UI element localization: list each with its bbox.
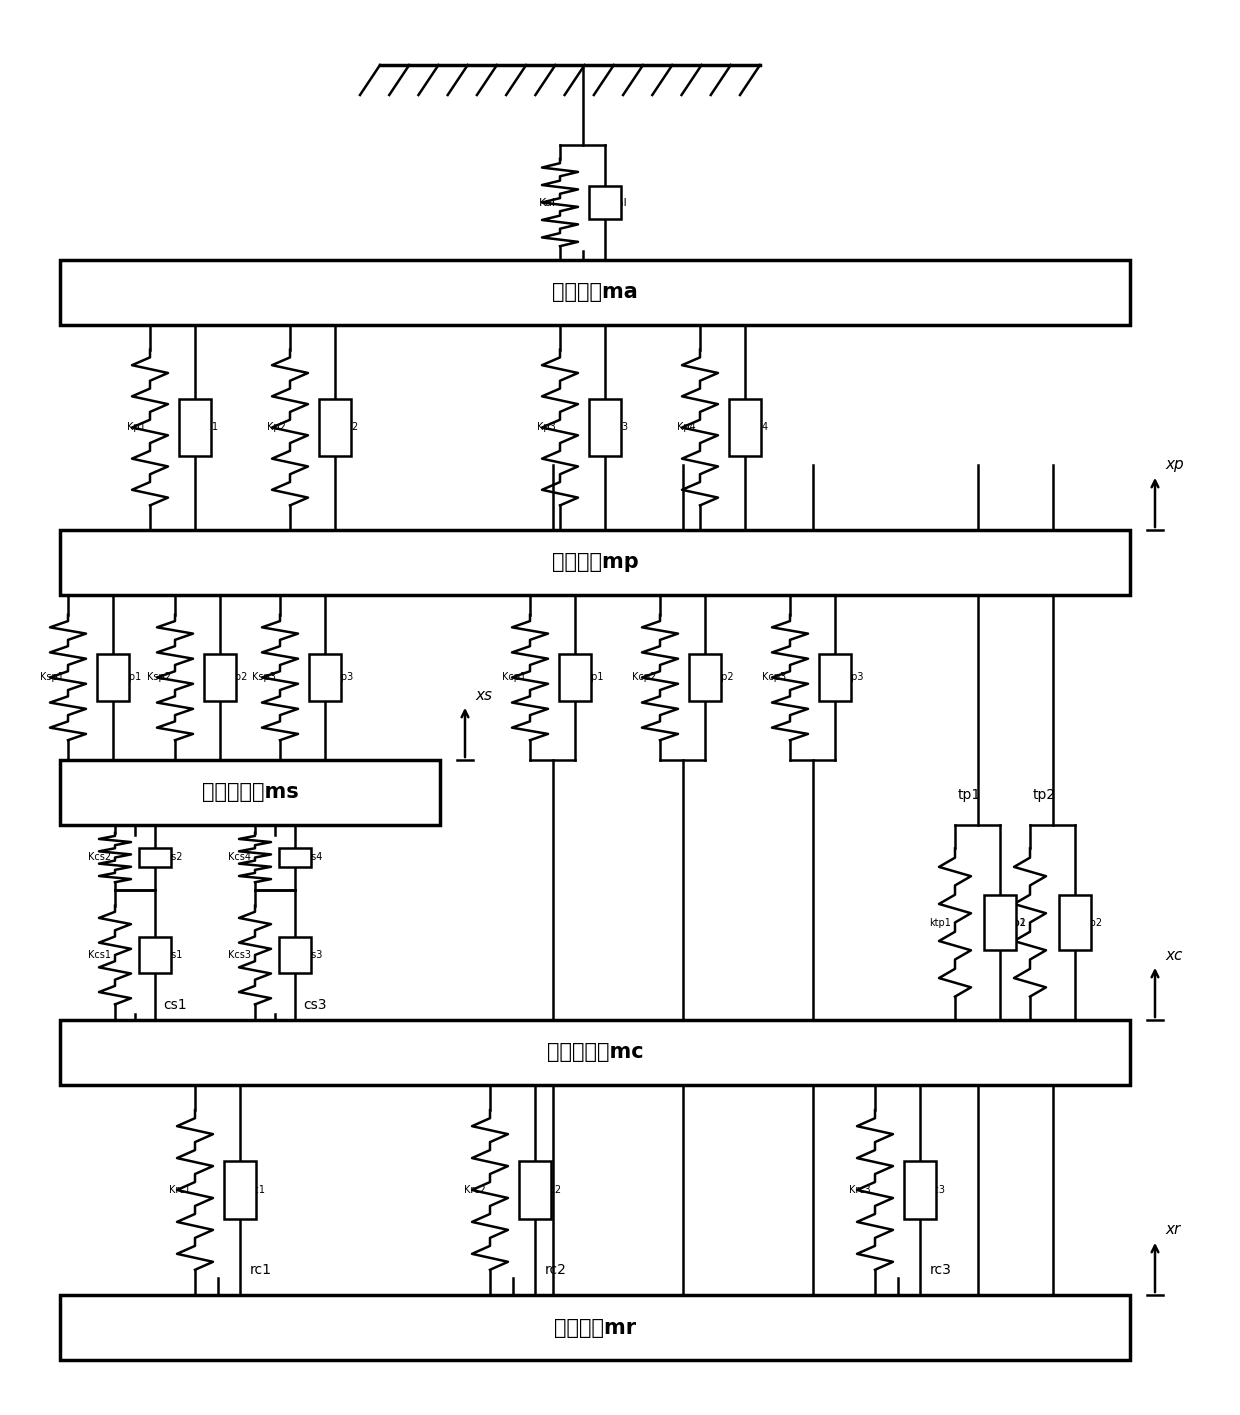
Text: Cp3: Cp3 <box>609 423 629 433</box>
Bar <box>139 849 171 866</box>
Bar <box>985 896 1016 949</box>
Text: sp1: sp1 <box>78 563 103 577</box>
Text: Ccp2: Ccp2 <box>709 672 734 682</box>
Bar <box>1059 896 1091 949</box>
Text: Cp2: Cp2 <box>339 423 358 433</box>
Text: Ccs1: Ccs1 <box>159 949 182 959</box>
Text: Kcs1: Kcs1 <box>88 949 112 959</box>
Text: sp2: sp2 <box>185 563 210 577</box>
Text: Cp1: Cp1 <box>198 423 218 433</box>
Text: Kcp3: Kcp3 <box>761 672 786 682</box>
Text: Csp1: Csp1 <box>117 672 141 682</box>
Text: sp3: sp3 <box>290 563 315 577</box>
Text: Kcp2: Kcp2 <box>631 672 656 682</box>
Bar <box>309 654 341 700</box>
Text: Kal: Kal <box>539 198 556 208</box>
Text: rc2: rc2 <box>546 1264 567 1276</box>
Text: cp3: cp3 <box>570 291 595 306</box>
Bar <box>589 187 621 218</box>
Text: cs1: cs1 <box>162 998 187 1012</box>
Text: Ksp3: Ksp3 <box>252 672 277 682</box>
Text: cp2: cp2 <box>657 563 683 577</box>
Text: Crc1: Crc1 <box>244 1184 267 1196</box>
Text: 转子系统mr: 转子系统mr <box>554 1317 636 1337</box>
Bar <box>319 399 351 456</box>
Text: Kp3: Kp3 <box>537 423 556 433</box>
Bar <box>60 531 1130 594</box>
Bar <box>60 260 1130 325</box>
Text: xp: xp <box>1166 457 1184 473</box>
Text: cp3: cp3 <box>787 563 812 577</box>
Text: 机翅系统ma: 机翅系统ma <box>552 283 637 303</box>
Bar <box>139 937 171 974</box>
Text: cp1: cp1 <box>160 291 185 306</box>
Text: Cp4: Cp4 <box>749 423 768 433</box>
Text: rc3: rc3 <box>930 1264 952 1276</box>
Text: 内机匯系统mc: 内机匯系统mc <box>547 1043 644 1063</box>
Bar <box>559 654 591 700</box>
Text: Krc1: Krc1 <box>170 1184 191 1196</box>
Text: xc: xc <box>1166 948 1183 962</box>
Bar <box>279 849 311 866</box>
Text: cs2: cs2 <box>162 768 186 782</box>
Text: Ccp1: Ccp1 <box>579 672 604 682</box>
Bar <box>729 399 761 456</box>
Bar <box>60 1020 1130 1085</box>
Text: cp4: cp4 <box>711 291 735 306</box>
Text: Kcs4: Kcs4 <box>228 852 250 863</box>
Text: Ccs3: Ccs3 <box>299 949 322 959</box>
Bar <box>60 760 440 825</box>
Text: Kp2: Kp2 <box>267 423 286 433</box>
Bar <box>279 937 311 974</box>
Text: Kcs3: Kcs3 <box>228 949 250 959</box>
Bar <box>689 654 720 700</box>
Text: Ccs2: Ccs2 <box>159 852 182 863</box>
Text: xs: xs <box>475 688 492 702</box>
Text: 外机匯系统ms: 外机匯系统ms <box>202 782 299 802</box>
Bar <box>179 399 211 456</box>
Bar <box>904 1160 936 1220</box>
Bar <box>224 1160 255 1220</box>
Text: Krc2: Krc2 <box>464 1184 486 1196</box>
Text: Crc2: Crc2 <box>539 1184 562 1196</box>
Text: ktp1: ktp1 <box>929 917 951 927</box>
Bar <box>60 1295 1130 1360</box>
Text: Csp2: Csp2 <box>224 672 248 682</box>
Text: Ctp2: Ctp2 <box>1079 917 1102 927</box>
Text: Krc3: Krc3 <box>849 1184 870 1196</box>
Text: Csp3: Csp3 <box>329 672 353 682</box>
Text: 吸挂系统mp: 吸挂系统mp <box>552 552 639 573</box>
Text: xr: xr <box>1166 1223 1180 1238</box>
Text: Ccp3: Ccp3 <box>839 672 863 682</box>
Text: Kcp1: Kcp1 <box>502 672 526 682</box>
Text: cs4: cs4 <box>303 768 326 782</box>
Text: cp2: cp2 <box>300 291 325 306</box>
Text: Crc3: Crc3 <box>924 1184 946 1196</box>
Text: Ksp1: Ksp1 <box>40 672 64 682</box>
Text: cp1: cp1 <box>527 563 553 577</box>
Text: cs3: cs3 <box>303 998 326 1012</box>
Text: ctp2: ctp2 <box>1004 917 1025 927</box>
Text: tp2: tp2 <box>1033 788 1056 802</box>
Bar <box>589 399 621 456</box>
Text: Cal: Cal <box>609 198 626 208</box>
Text: Kp4: Kp4 <box>677 423 696 433</box>
Text: Ctp1: Ctp1 <box>1004 917 1027 927</box>
Text: rc1: rc1 <box>250 1264 272 1276</box>
Text: Ccs4: Ccs4 <box>299 852 322 863</box>
Bar <box>205 654 236 700</box>
Text: Kp1: Kp1 <box>128 423 146 433</box>
Text: Ksp2: Ksp2 <box>148 672 171 682</box>
Text: tp1: tp1 <box>959 788 981 802</box>
Bar <box>818 654 851 700</box>
Bar <box>520 1160 551 1220</box>
Bar <box>97 654 129 700</box>
Text: Kcs2: Kcs2 <box>88 852 112 863</box>
